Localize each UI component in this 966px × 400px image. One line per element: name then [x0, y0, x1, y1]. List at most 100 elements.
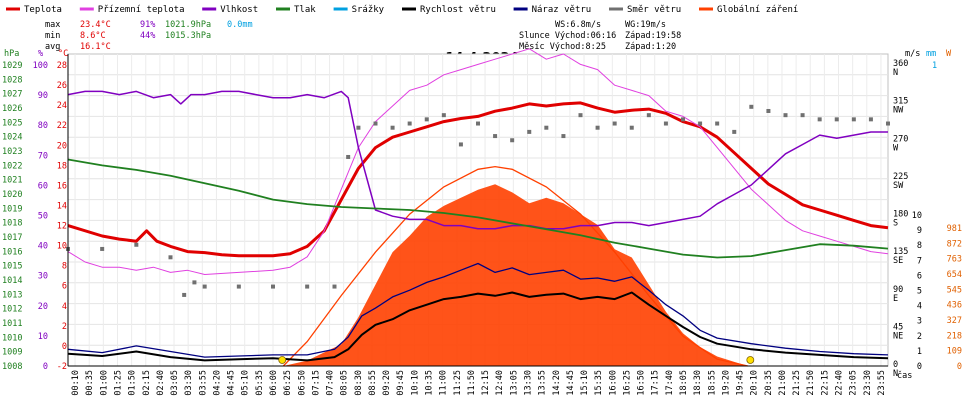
ms-tick-7: 3	[917, 317, 922, 327]
w-tick-7: 218	[947, 331, 962, 341]
pct-tick-1: 90	[38, 91, 48, 101]
c-tick-12: 4	[62, 302, 67, 312]
time-tick-7: 03:05	[170, 370, 180, 396]
stat-avg-temp: 16.1°C	[80, 42, 111, 52]
time-tick-33: 13:55	[538, 370, 548, 396]
time-tick-30: 12:40	[495, 370, 505, 396]
mm-tick-0: 1	[932, 61, 937, 71]
time-tick-3: 01:25	[113, 370, 123, 396]
dir-tick-name-3: SW	[893, 181, 904, 191]
wind-dir-point-25	[578, 113, 583, 118]
wind-dir-point-18	[458, 142, 463, 147]
stat-sun-set: Západ:19:58	[625, 31, 681, 41]
pct-tick-7: 30	[38, 272, 48, 282]
time-tick-0: 00:10	[71, 370, 81, 396]
unit-hpa_unit: hPa	[4, 49, 19, 59]
pct-tick-4: 60	[38, 181, 48, 191]
unit-time: čas	[897, 370, 912, 381]
hpa-tick-10: 1019	[2, 204, 22, 214]
time-tick-15: 06:25	[283, 370, 293, 396]
time-tick-46: 19:20	[721, 370, 731, 396]
w-tick-4: 545	[947, 285, 962, 295]
legend-label-0: Teplota	[24, 5, 62, 15]
wind-dir-point-42	[868, 117, 873, 122]
stat-moon-rise: Měsíc Východ:8:25	[519, 42, 606, 52]
stat-max-rain: 0.0mm	[227, 20, 253, 30]
wind-dir-point-6	[202, 284, 207, 289]
c-tick-6: 16	[57, 181, 67, 191]
wind-dir-point-7	[236, 284, 241, 289]
wind-dir-point-8	[271, 284, 275, 289]
wind-dir-point-24	[561, 134, 566, 139]
dir-tick-name-7: NE	[893, 331, 903, 341]
time-tick-1: 00:35	[85, 370, 95, 396]
time-tick-32: 13:30	[523, 370, 533, 396]
wind-dir-point-28	[629, 125, 634, 130]
wind-dir-point-43	[886, 121, 890, 126]
ms-tick-5: 5	[917, 287, 922, 297]
series-line-2	[67, 90, 888, 230]
wind-dir-point-17	[441, 113, 446, 118]
c-tick-11: 6	[62, 282, 67, 292]
stat-sun-rise: Slunce Východ:06:16	[519, 31, 616, 41]
time-tick-21: 08:55	[368, 370, 378, 396]
time-tick-10: 04:20	[212, 370, 222, 396]
hpa-tick-3: 1026	[2, 104, 22, 114]
wind-dir-point-29	[646, 113, 651, 118]
ms-tick-6: 4	[917, 302, 922, 312]
time-tick-44: 18:30	[693, 370, 703, 396]
legend: Teplota Přízemní teplota Vlhkost Tlak Srážky…	[6, 5, 798, 15]
pct-tick-6: 40	[38, 242, 48, 252]
stat-max-hum: 91%	[140, 20, 155, 30]
time-tick-47: 19:45	[736, 370, 746, 396]
w-tick-6: 327	[947, 316, 962, 326]
time-tick-26: 11:00	[439, 370, 449, 396]
wind-dir-point-41	[851, 117, 856, 122]
wind-dir-point-34	[732, 129, 737, 134]
ms-tick-0: 10	[912, 211, 922, 221]
dir-tick-deg-7: 45	[893, 322, 903, 332]
time-tick-48: 20:10	[750, 370, 760, 396]
ms-tick-8: 2	[917, 332, 922, 342]
wind-dir-point-40	[834, 117, 839, 122]
wind-dir-point-9	[305, 284, 310, 289]
hpa-tick-20: 1009	[2, 348, 22, 358]
time-tick-53: 22:15	[820, 370, 830, 396]
stat-min-label: min	[45, 31, 60, 41]
hpa-tick-1: 1028	[2, 75, 22, 85]
dir-tick-name-6: E	[893, 294, 898, 304]
dir-tick-deg-4: 180	[893, 210, 908, 220]
time-tick-41: 17:15	[651, 370, 661, 396]
w-tick-8: 109	[947, 347, 962, 357]
time-tick-16: 06:50	[297, 370, 307, 396]
legend-label-6: Náraz větru	[532, 5, 592, 15]
dir-tick-name-8: N	[893, 369, 898, 379]
dir-tick-deg-8: 0	[893, 360, 898, 370]
time-tick-13: 05:35	[255, 370, 265, 396]
wind-dir-point-12	[356, 125, 361, 130]
time-tick-24: 10:10	[410, 370, 420, 396]
hpa-tick-7: 1022	[2, 161, 22, 171]
time-tick-2: 01:00	[99, 370, 109, 396]
dir-tick-name-1: NW	[893, 106, 904, 116]
series-globalni-zareni	[283, 184, 748, 366]
legend-label-3: Tlak	[294, 5, 316, 15]
series-line-0	[67, 101, 889, 258]
hpa-tick-2: 1027	[2, 90, 22, 100]
time-tick-6: 02:40	[156, 370, 166, 396]
ms-tick-2: 8	[917, 241, 922, 251]
c-tick-5: 18	[57, 161, 67, 171]
time-tick-38: 16:00	[608, 370, 618, 396]
series-line-1	[67, 48, 889, 275]
w-tick-1: 872	[947, 239, 962, 249]
ms-tick-10: 0	[917, 362, 922, 372]
ms-tick-1: 9	[917, 226, 922, 236]
ms-tick-3: 7	[917, 256, 922, 266]
c-tick-10: 8	[62, 262, 67, 272]
sunset-marker	[746, 356, 755, 364]
stat-max-press: 1021.9hPa	[165, 20, 211, 30]
stat-avg-label: avg	[45, 42, 60, 52]
wind-dir-point-21	[510, 138, 515, 143]
pct-tick-9: 10	[38, 332, 48, 342]
